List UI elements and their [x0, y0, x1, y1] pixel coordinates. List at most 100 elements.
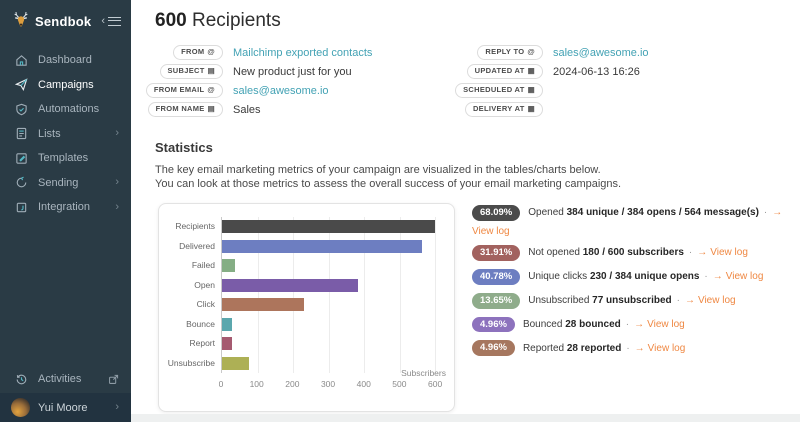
view-log-link[interactable]: → View log: [634, 318, 685, 330]
bar-unsubscribe: [222, 356, 250, 370]
sidebar-item-integration[interactable]: Integration ›: [0, 195, 131, 220]
gridline: [293, 217, 295, 373]
details-right-column: REPLY TO @ sales@awesome.io UPDATED AT ▦ 2…: [455, 43, 649, 119]
statistics-description: The key email marketing metrics of your …: [155, 164, 622, 190]
arrow-right-icon: →: [634, 342, 645, 354]
chevron-right-icon: ›: [115, 127, 119, 140]
stat-row-opened-cont: View log: [472, 226, 800, 237]
x-axis-label: Subscribers: [401, 368, 446, 378]
chart-category-labels: Recipients Delivered Failed Open Click Bounce…: [165, 217, 221, 373]
sidebar-item-sending[interactable]: Sending ›: [0, 171, 131, 196]
stat-row-opened: 68.09% Opened 384 unique / 384 opens / 5…: [472, 205, 800, 221]
metrics-bar-chart: Recipients Delivered Failed Open Click Bounce…: [158, 203, 455, 412]
chart-category-label: Report: [189, 338, 215, 348]
detail-value-link[interactable]: sales@awesome.io: [553, 46, 649, 59]
calendar-icon: ▦: [527, 104, 535, 114]
metrics-summary: 68.09% Opened 384 unique / 384 opens / 5…: [472, 203, 800, 364]
paper-plane-icon: [14, 78, 28, 92]
bar-report: [222, 337, 232, 351]
view-log-link[interactable]: → View log: [634, 342, 686, 354]
details-left-column: FROM @ Mailchimp exported contacts SUBJEC…: [145, 43, 471, 119]
page-title: 600 Recipients: [155, 10, 281, 31]
percentage-badge: 13.65%: [472, 292, 521, 309]
detail-row-subject: SUBJECT ▤ New product just for you: [155, 62, 471, 81]
sidebar-item-label: Templates: [38, 152, 89, 165]
sidebar-item-campaigns[interactable]: Campaigns: [0, 73, 131, 98]
field-label-pill: FROM EMAIL @: [145, 83, 223, 98]
view-log-link[interactable]: → View log: [684, 295, 736, 307]
detail-value: 2024-06-13 16:26: [553, 65, 640, 78]
field-label-pill: UPDATED AT ▦: [466, 64, 543, 79]
chevron-right-icon: ›: [115, 401, 119, 413]
stat-row-unique-clicks: 40.78% Unique clicks 230 / 384 unique op…: [472, 268, 800, 285]
shield-check-icon: [14, 102, 28, 116]
sidebar-menu: Dashboard Campaigns Automations Lists ›: [0, 40, 131, 365]
detail-row-scheduled-at: SCHEDULED AT ▦: [455, 81, 649, 100]
chart-category-label: Unsubscribe: [167, 357, 215, 368]
chart-category-label: Delivered: [179, 240, 215, 251]
sidebar-item-templates[interactable]: Templates: [0, 146, 131, 171]
bar-recipients: [222, 220, 436, 234]
view-log-link[interactable]: View log: [472, 225, 510, 237]
text-icon: ▤: [207, 104, 215, 114]
detail-value-link[interactable]: Mailchimp exported contacts: [233, 46, 373, 59]
field-label-pill: SCHEDULED AT ▦: [455, 83, 543, 98]
bar-failed: [222, 259, 235, 273]
sidebar-collapse-button[interactable]: ‹: [101, 15, 121, 27]
logo-row: Sendbok ‹: [0, 0, 131, 40]
at-icon: @: [207, 85, 215, 95]
detail-row-updated-at: UPDATED AT ▦ 2024-06-13 16:26: [466, 62, 649, 81]
view-log-link[interactable]: → View log: [712, 271, 764, 283]
arrow-right-icon: →: [712, 271, 723, 283]
sidebar-item-dashboard[interactable]: Dashboard: [0, 48, 131, 73]
sidebar-item-automations[interactable]: Automations: [0, 97, 131, 122]
brand-name: Sendbok: [35, 13, 92, 29]
sidebar-item-label: Activities: [38, 373, 82, 385]
x-tick-label: 400: [356, 379, 371, 389]
x-tick-label: 300: [320, 379, 336, 389]
stat-row-reported: 4.96% Reported 28 reported · → View log: [472, 340, 800, 357]
gridline: [399, 217, 401, 373]
at-icon: @: [527, 47, 535, 57]
stat-row-unsubscribed: 13.65% Unsubscribed 77 unsubscribed · → V…: [472, 292, 800, 309]
field-label-pill: DELIVERY AT ▦: [464, 102, 543, 117]
arrow-right-icon: →: [772, 207, 783, 219]
template-edit-icon: [14, 151, 28, 165]
arrow-right-icon: →: [697, 247, 708, 259]
chart-category-label: Recipients: [175, 221, 215, 231]
integration-icon: [14, 200, 28, 214]
sidebar-item-activities[interactable]: Activities: [0, 365, 131, 393]
recipient-count: 600: [155, 10, 187, 31]
percentage-badge: 4.96%: [472, 316, 515, 333]
detail-row-delivery-at: DELIVERY AT ▦: [464, 100, 649, 119]
sidebar-item-label: Automations: [38, 103, 100, 116]
detail-row-from-email: FROM EMAIL @ sales@awesome.io: [145, 81, 471, 100]
detail-value-link[interactable]: sales@awesome.io: [233, 84, 329, 97]
x-tick-label: 600: [427, 379, 443, 389]
history-clock-icon: [14, 372, 28, 386]
view-log-link[interactable]: → View log: [697, 247, 748, 259]
user-menu[interactable]: Yui Moore ›: [0, 393, 131, 422]
user-name: Yui Moore: [38, 401, 88, 414]
gridline: [328, 217, 330, 373]
x-tick-label: 100: [249, 379, 264, 389]
sidebar-item-lists[interactable]: Lists ›: [0, 122, 131, 147]
at-icon: @: [207, 47, 215, 57]
arrow-right-icon: →: [634, 318, 645, 330]
detail-value: Sales: [233, 103, 261, 116]
chevron-right-icon: ›: [115, 176, 119, 189]
bar-open: [222, 278, 359, 292]
external-link-icon[interactable]: [108, 374, 119, 385]
stat-row-not-opened: 31.91% Not opened 180 / 600 subscribers …: [472, 244, 800, 261]
chart-category-label: Failed: [191, 260, 215, 270]
list-file-icon: [14, 127, 28, 141]
bar-click: [222, 298, 304, 312]
detail-row-reply-to: REPLY TO @ sales@awesome.io: [471, 43, 649, 62]
gridline: [435, 217, 437, 373]
statistics-heading: Statistics: [155, 140, 213, 155]
field-label-pill: SUBJECT ▤: [159, 64, 223, 79]
calendar-icon: ▦: [527, 66, 535, 76]
sync-icon: [14, 176, 28, 190]
chevron-right-icon: ›: [115, 200, 119, 213]
gridline: [257, 217, 259, 373]
